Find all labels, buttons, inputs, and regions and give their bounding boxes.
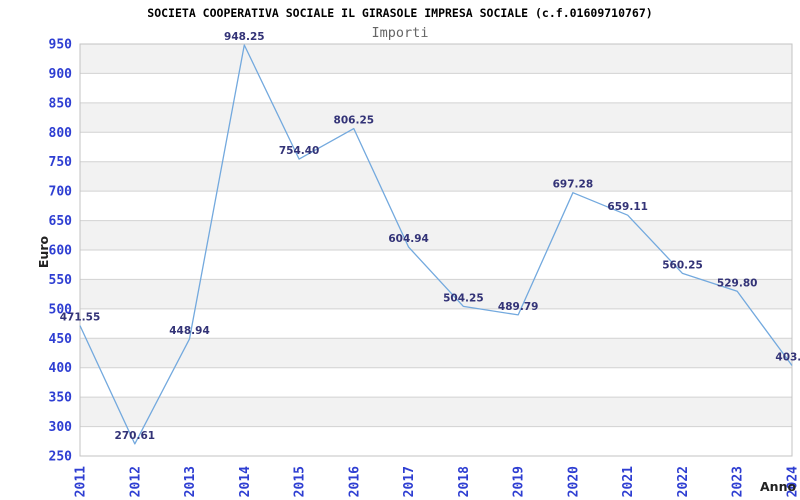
y-tick-label: 700	[49, 185, 73, 200]
point-label: 560.25	[662, 259, 703, 271]
plot-band	[80, 308, 792, 339]
plot-band	[80, 102, 792, 133]
plot-band	[80, 73, 792, 103]
plot-band	[80, 397, 792, 427]
plot-band	[80, 250, 792, 280]
point-label: 754.40	[279, 145, 320, 157]
x-axis-title: Anno	[760, 479, 796, 494]
plot-band	[80, 132, 792, 162]
x-tick-label: 2019	[512, 466, 527, 497]
plot-band	[80, 44, 792, 74]
point-label: 806.25	[334, 115, 375, 127]
plot-band	[80, 161, 792, 192]
y-tick-label: 450	[49, 332, 73, 347]
plot-band	[80, 426, 792, 456]
chart-title: SOCIETA COOPERATIVA SOCIALE IL GIRASOLE …	[147, 6, 653, 20]
y-tick-label: 650	[49, 214, 73, 229]
point-label: 504.25	[443, 292, 484, 304]
x-tick-label: 2011	[74, 466, 89, 497]
point-label: 489.79	[498, 301, 539, 313]
y-tick-label: 750	[49, 155, 73, 170]
y-tick-label: 300	[49, 420, 73, 435]
y-tick-label: 900	[49, 67, 73, 82]
x-tick-label: 2020	[566, 466, 581, 497]
plot-band	[80, 220, 792, 250]
x-tick-label: 2022	[676, 466, 691, 497]
y-tick-label: 400	[49, 361, 73, 376]
x-tick-label: 2018	[457, 466, 472, 497]
y-tick-label: 500	[49, 302, 73, 317]
point-label: 529.80	[717, 277, 758, 289]
point-label: 448.94	[169, 325, 210, 337]
plot-band	[80, 367, 792, 398]
x-tick-label: 2015	[293, 466, 308, 497]
x-tick-label: 2013	[183, 466, 198, 497]
y-tick-label: 250	[49, 450, 73, 465]
x-tick-label: 2016	[347, 466, 362, 497]
plot-band	[80, 338, 792, 368]
point-label: 948.25	[224, 31, 265, 43]
plot-border	[79, 43, 793, 457]
point-label: 659.11	[607, 201, 648, 213]
plot-band	[80, 279, 792, 309]
point-label: 604.94	[388, 233, 429, 245]
y-tick-label: 350	[49, 391, 73, 406]
point-label: 403.8	[775, 352, 800, 364]
chart-subtitle: Importi	[371, 25, 429, 41]
y-tick-label: 850	[49, 96, 73, 111]
y-tick-label: 600	[49, 244, 73, 259]
point-label: 697.28	[553, 179, 594, 191]
x-tick-label: 2023	[731, 466, 746, 497]
x-tick-label: 2021	[621, 466, 636, 497]
y-tick-label: 800	[49, 126, 73, 141]
data-line-importi	[79, 44, 793, 445]
x-tick-label: 2012	[128, 466, 143, 497]
y-tick-label: 550	[49, 273, 73, 288]
point-label: 471.55	[60, 312, 101, 324]
point-label: 270.61	[115, 430, 156, 442]
x-tick-label: 2014	[238, 466, 253, 497]
y-axis-title: Euro	[36, 235, 51, 268]
plot-band	[80, 191, 792, 221]
x-tick-label: 2017	[402, 466, 417, 497]
x-tick-label: 2024	[786, 466, 800, 497]
y-tick-label: 950	[49, 38, 73, 53]
